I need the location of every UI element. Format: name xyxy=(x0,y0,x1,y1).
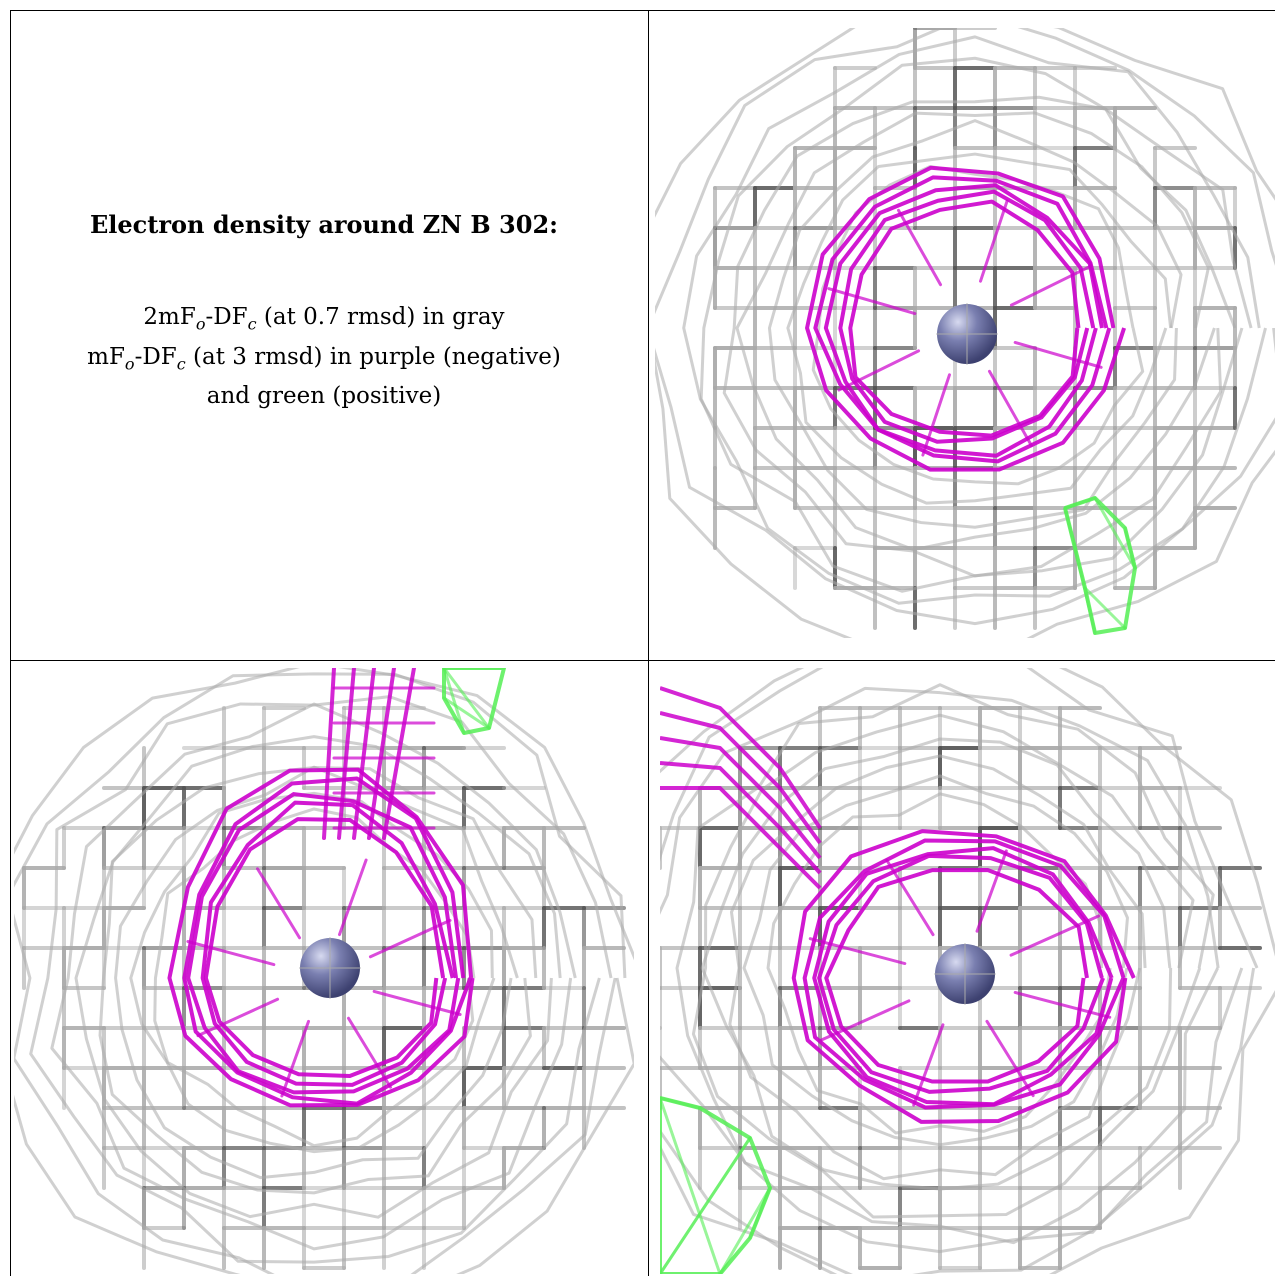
purple-mesh-edge xyxy=(196,997,280,1038)
purple-contour xyxy=(660,736,822,860)
caption-line-green: and green (positive) xyxy=(206,383,442,410)
purple-mesh-edge xyxy=(338,858,368,937)
purple-mesh-edge xyxy=(819,999,911,1042)
gray-contour xyxy=(766,792,1112,1135)
green-mesh-edge xyxy=(718,1186,772,1274)
purple-contour xyxy=(805,165,1126,472)
green-mesh-edge xyxy=(660,1136,752,1274)
purple-contour xyxy=(812,846,1114,1107)
purple-mesh-edge xyxy=(280,1019,310,1098)
purple-contour xyxy=(186,792,461,1095)
purple-mesh-edge xyxy=(837,349,921,392)
purple-mesh-edge xyxy=(1009,264,1093,307)
border-top xyxy=(10,10,1275,11)
purple-contour xyxy=(660,761,822,875)
gray-contour xyxy=(129,791,496,1154)
border-left xyxy=(10,10,11,1276)
purple-mesh-edge xyxy=(827,287,917,316)
green-mesh-edge xyxy=(1063,496,1097,510)
gray-contour xyxy=(660,686,1244,1254)
purple-mesh-edge xyxy=(372,989,462,1016)
caption-cell: Electron density around ZN B 302: 2mFo-D… xyxy=(0,0,648,660)
gray-contour xyxy=(675,683,1220,1245)
gray-contour xyxy=(98,765,538,1195)
purple-contour xyxy=(802,838,1126,1110)
green-mesh-edge xyxy=(660,1096,722,1274)
gray-contour xyxy=(728,754,1147,1181)
green-mesh-edge xyxy=(1063,506,1077,550)
gray-contour xyxy=(767,119,1183,529)
gray-contour xyxy=(742,774,1129,1147)
purple-mesh-edge xyxy=(368,918,452,959)
green-contour xyxy=(442,668,506,735)
purple-contour xyxy=(824,868,1089,1084)
purple-mesh-edge xyxy=(987,369,1033,448)
purple-mesh-edge xyxy=(979,199,1009,283)
purple-contour xyxy=(823,183,1104,458)
purple-mesh-edge xyxy=(897,208,943,287)
purple-mesh-edge xyxy=(921,373,951,457)
caption-line-gray: 2mFo-DFc (at 0.7 rmsd) in gray xyxy=(143,304,505,334)
purple-mesh-edge xyxy=(256,867,302,940)
purple-mesh-edge xyxy=(985,1019,1035,1098)
border-middle-vertical xyxy=(648,10,649,1276)
purple-contour xyxy=(203,817,446,1078)
purple-mesh-edge xyxy=(337,668,356,840)
gray-contour xyxy=(735,111,1216,552)
caption-line-purple: mFo-DFc (at 3 rmsd) in purple (negative) xyxy=(87,343,561,374)
density-view-bottom-left xyxy=(14,668,634,1274)
purple-contour xyxy=(660,786,822,890)
purple-contour xyxy=(813,175,1112,464)
purple-mesh-edge xyxy=(1009,914,1101,957)
gray-contour xyxy=(655,28,1275,638)
green-mesh-edge xyxy=(748,1186,772,1240)
density-view-bottom-right xyxy=(660,668,1275,1274)
green-mesh-edge xyxy=(442,668,491,730)
purple-mesh-edge xyxy=(367,668,396,840)
gray-contour xyxy=(660,668,1259,1274)
purple-mesh-edge xyxy=(322,668,336,840)
gray-contour xyxy=(50,702,577,1251)
gray-contour xyxy=(114,765,519,1180)
purple-mesh-edge xyxy=(912,1023,945,1107)
purple-contour xyxy=(848,199,1081,438)
purple-contour xyxy=(660,711,822,845)
purple-mesh-edge xyxy=(885,858,935,937)
gray-contour xyxy=(655,28,1275,626)
gray-contour xyxy=(14,668,634,1274)
purple-mesh-edge xyxy=(382,668,416,840)
purple-mesh-edge xyxy=(1013,990,1112,1019)
purple-mesh-edge xyxy=(346,1016,392,1089)
purple-mesh-edge xyxy=(352,668,376,840)
green-mesh-edge xyxy=(1093,496,1137,570)
green-mesh-edge xyxy=(660,1096,702,1110)
purple-contour xyxy=(791,829,1136,1124)
gray-contour xyxy=(699,56,1253,593)
purple-contour xyxy=(660,686,822,830)
purple-mesh-edge xyxy=(808,937,907,966)
gray-contour xyxy=(660,668,1275,1274)
gray-contour xyxy=(691,713,1202,1219)
gray-contour xyxy=(700,737,1173,1191)
green-mesh-edge xyxy=(1083,586,1127,630)
caption-body: 2mFo-DFc (at 0.7 rmsd) in gray mFo-DFc (… xyxy=(87,301,561,413)
purple-contour xyxy=(167,767,475,1108)
border-middle-horizontal xyxy=(10,660,1275,661)
gray-contour xyxy=(14,672,627,1274)
caption-title: Electron density around ZN B 302: xyxy=(90,210,558,239)
purple-contour xyxy=(838,189,1096,444)
purple-contour xyxy=(817,853,1105,1094)
gray-contour xyxy=(786,152,1173,505)
green-mesh-edge xyxy=(442,696,491,730)
green-mesh-edge xyxy=(1123,526,1137,570)
density-view-top-right xyxy=(655,28,1275,638)
gray-contour xyxy=(74,735,562,1219)
purple-mesh-edge xyxy=(186,940,276,967)
green-mesh-edge xyxy=(442,668,466,735)
purple-mesh-edge xyxy=(975,849,1008,933)
purple-mesh-edge xyxy=(1013,340,1103,369)
purple-contour xyxy=(182,776,473,1106)
green-mesh-edge xyxy=(1073,546,1097,635)
